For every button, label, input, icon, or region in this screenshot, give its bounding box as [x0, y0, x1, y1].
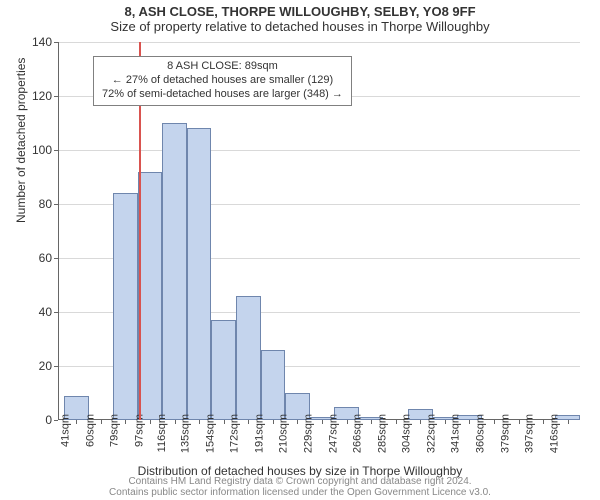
histogram-bar	[236, 296, 261, 420]
x-tick-mark	[125, 420, 126, 424]
x-tick-mark	[199, 420, 200, 424]
x-tick-mark	[568, 420, 569, 424]
x-tick-mark	[101, 420, 102, 424]
chart-container: { "title": "8, ASH CLOSE, THORPE WILLOUG…	[0, 0, 600, 500]
x-tick-mark	[396, 420, 397, 424]
x-tick-label: 285sqm	[376, 414, 388, 453]
x-tick-mark	[420, 420, 421, 424]
x-tick-label: 266sqm	[352, 414, 364, 453]
x-tick-mark	[543, 420, 544, 424]
x-tick-mark	[519, 420, 520, 424]
x-tick-mark	[273, 420, 274, 424]
x-tick-mark	[297, 420, 298, 424]
histogram-bar	[162, 123, 187, 420]
histogram-bar	[113, 193, 138, 420]
x-tick-label: 79sqm	[109, 414, 121, 447]
y-tick-label: 80	[12, 197, 52, 211]
x-tick-mark	[494, 420, 495, 424]
histogram-bar	[138, 172, 163, 420]
y-tick-label: 100	[12, 143, 52, 157]
x-tick-label: 229sqm	[302, 414, 314, 453]
footer-line-2: Contains public sector information licen…	[0, 487, 600, 498]
x-tick-label: 135sqm	[180, 414, 192, 453]
y-axis	[58, 42, 59, 420]
x-tick-mark	[76, 420, 77, 424]
x-tick-mark	[224, 420, 225, 424]
histogram-bar	[187, 128, 212, 420]
x-tick-mark	[371, 420, 372, 424]
x-tick-label: 41sqm	[60, 414, 72, 447]
y-tick-label: 140	[12, 35, 52, 49]
y-tick-label: 20	[12, 359, 52, 373]
x-tick-label: 360sqm	[474, 414, 486, 453]
x-tick-label: 379sqm	[499, 414, 511, 453]
histogram-bar	[211, 320, 236, 420]
x-tick-label: 322sqm	[425, 414, 437, 453]
x-tick-label: 116sqm	[155, 414, 167, 452]
annotation-line: 8 ASH CLOSE: 89sqm	[102, 60, 343, 74]
x-tick-label: 154sqm	[204, 414, 216, 453]
x-tick-mark	[175, 420, 176, 424]
x-tick-mark	[248, 420, 249, 424]
chart-subtitle: Size of property relative to detached ho…	[0, 19, 600, 36]
y-tick-label: 40	[12, 305, 52, 319]
x-tick-label: 247sqm	[327, 414, 339, 453]
footer-line-1: Contains HM Land Registry data © Crown c…	[0, 476, 600, 487]
x-tick-label: 210sqm	[278, 414, 290, 453]
y-tick-label: 120	[12, 89, 52, 103]
gridline	[58, 150, 580, 151]
chart-title: 8, ASH CLOSE, THORPE WILLOUGHBY, SELBY, …	[0, 0, 600, 19]
gridline	[58, 42, 580, 43]
x-tick-label: 172sqm	[229, 414, 241, 453]
x-tick-label: 416sqm	[548, 414, 560, 453]
x-tick-mark	[150, 420, 151, 424]
x-tick-label: 60sqm	[84, 414, 96, 447]
y-tick-label: 0	[12, 413, 52, 427]
annotation-line: ← 27% of detached houses are smaller (12…	[102, 74, 343, 88]
x-tick-mark	[322, 420, 323, 424]
x-tick-label: 397sqm	[524, 414, 536, 453]
annotation-box: 8 ASH CLOSE: 89sqm← 27% of detached hous…	[93, 56, 352, 106]
x-tick-mark	[469, 420, 470, 424]
x-tick-label: 191sqm	[253, 414, 265, 453]
x-tick-mark	[347, 420, 348, 424]
histogram-bar	[261, 350, 286, 420]
y-tick-label: 60	[12, 251, 52, 265]
plot-area: 02040608010012014041sqm60sqm79sqm97sqm11…	[58, 42, 580, 420]
annotation-line: 72% of semi-detached houses are larger (…	[102, 88, 343, 102]
x-tick-mark	[445, 420, 446, 424]
x-tick-label: 304sqm	[401, 414, 413, 453]
footer-attribution: Contains HM Land Registry data © Crown c…	[0, 476, 600, 498]
x-tick-label: 341sqm	[450, 414, 462, 453]
